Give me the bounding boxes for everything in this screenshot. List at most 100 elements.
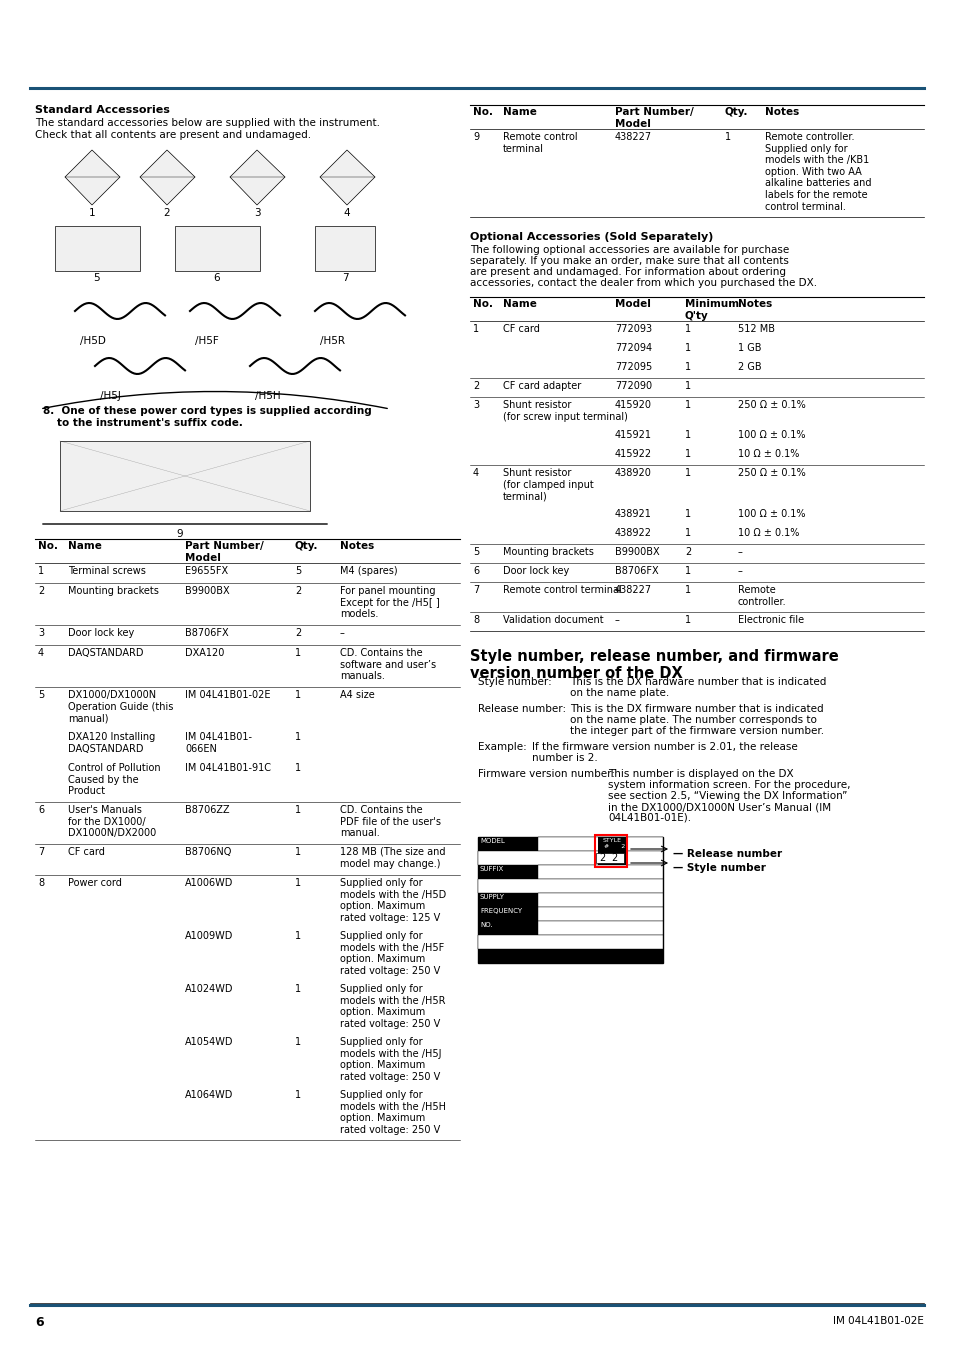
Text: 3: 3 [38,628,44,639]
Text: CF card: CF card [68,846,105,857]
Text: 1: 1 [294,984,301,994]
Text: — Style number: — Style number [672,863,765,873]
Text: 1: 1 [684,431,690,440]
Text: DXA120: DXA120 [185,648,224,657]
Bar [537,921,662,936]
Text: 1: 1 [724,132,730,142]
Text: E9655FX: E9655FX [185,566,228,576]
Text: Optional Accessories (Sold Separately): Optional Accessories (Sold Separately) [470,232,713,242]
Text: 128 MB (The size and
model may change.): 128 MB (The size and model may change.) [339,846,445,868]
Text: 7: 7 [473,585,478,595]
Text: 772093: 772093 [615,324,652,333]
Bar [477,837,662,963]
Text: Notes: Notes [339,541,374,551]
Text: /H5R: /H5R [319,336,345,346]
Text: 1: 1 [684,343,690,352]
Text: 1: 1 [684,450,690,459]
Text: For panel mounting
Except for the /H5[ ]
models.: For panel mounting Except for the /H5[ ]… [339,586,439,620]
Text: 2: 2 [38,586,44,595]
Text: Release number:: Release number: [477,703,565,714]
Text: see section 2.5, “Viewing the DX Information”: see section 2.5, “Viewing the DX Informa… [607,791,846,801]
Polygon shape [319,150,375,205]
Text: DXA120 Installing
DAQSTANDARD: DXA120 Installing DAQSTANDARD [68,732,155,753]
Text: IM 04L41B01-02E: IM 04L41B01-02E [185,690,271,701]
Text: Qty.: Qty. [294,541,318,551]
Bar [477,921,537,936]
Text: CD. Contains the
software and user’s
manuals.: CD. Contains the software and user’s man… [339,648,436,682]
Text: 772095: 772095 [615,362,652,373]
Text: –: – [339,628,345,639]
Text: 1: 1 [684,585,690,595]
Bar [537,837,662,850]
Text: 438921: 438921 [615,509,651,518]
Text: 1: 1 [684,616,690,625]
Text: #      2: # 2 [603,844,624,849]
Bar [314,225,375,271]
Text: 6: 6 [35,1316,44,1328]
Text: 1: 1 [294,805,301,815]
Bar [55,225,140,271]
Text: User's Manuals
for the DX1000/
DX1000N/DX2000: User's Manuals for the DX1000/ DX1000N/D… [68,805,156,838]
Text: Supplied only for
models with the /H5H
option. Maximum
rated voltage: 250 V: Supplied only for models with the /H5H o… [339,1089,446,1135]
Text: Style number:: Style number: [477,676,551,687]
Text: 1: 1 [684,566,690,576]
Text: Notes: Notes [738,298,771,309]
Text: — Release number: — Release number [672,849,781,859]
Text: 1: 1 [294,690,301,701]
Text: 6: 6 [38,805,44,815]
Text: Shunt resistor
(for clamped input
terminal): Shunt resistor (for clamped input termin… [502,468,593,501]
Text: 1: 1 [473,324,478,333]
Text: B8706FX: B8706FX [185,628,229,639]
Text: Supplied only for
models with the /H5F
option. Maximum
rated voltage: 250 V: Supplied only for models with the /H5F o… [339,931,444,976]
Text: 100 Ω ± 0.1%: 100 Ω ± 0.1% [738,509,804,518]
Text: 3: 3 [473,400,478,410]
Text: on the name plate.: on the name plate. [569,688,669,698]
Text: 1: 1 [684,528,690,539]
Text: Remote controller.
Supplied only for
models with the /KB1
option. With two AA
al: Remote controller. Supplied only for mod… [764,132,871,212]
Text: /H5D: /H5D [80,336,106,346]
Text: 1: 1 [684,324,690,333]
Text: 04L41B01-01E).: 04L41B01-01E). [607,813,690,823]
Text: A1009WD: A1009WD [185,931,233,941]
Bar [537,865,662,879]
Text: A1064WD: A1064WD [185,1089,233,1100]
Text: 5: 5 [38,690,44,701]
Text: CF card: CF card [502,324,539,333]
Text: Qty.: Qty. [724,107,748,117]
Text: Remote control terminal: Remote control terminal [502,585,621,595]
Text: Door lock key: Door lock key [68,628,134,639]
Text: Notes: Notes [764,107,799,117]
Text: A1006WD: A1006WD [185,878,233,888]
Text: The standard accessories below are supplied with the instrument.: The standard accessories below are suppl… [35,117,379,128]
Text: No.: No. [473,107,493,117]
Text: Electronic file: Electronic file [738,616,803,625]
Text: 3: 3 [253,208,260,217]
Bar [537,892,662,907]
Text: 1: 1 [294,1037,301,1048]
Text: Minimum
Q'ty: Minimum Q'ty [684,298,739,320]
Text: separately. If you make an order, make sure that all contents: separately. If you make an order, make s… [470,256,788,266]
Text: 8: 8 [38,878,44,888]
Bar [477,850,662,865]
Text: This is the DX firmware number that is indicated: This is the DX firmware number that is i… [569,703,822,714]
Text: Validation document: Validation document [502,616,603,625]
Bar [60,441,310,512]
Text: 8.  One of these power cord types is supplied according: 8. One of these power cord types is supp… [43,406,372,416]
Text: 772090: 772090 [615,381,652,392]
Text: Part Number/
Model: Part Number/ Model [185,541,263,563]
Text: Firmware version number:: Firmware version number: [477,769,615,779]
Text: Name: Name [502,107,537,117]
Text: CD. Contains the
PDF file of the user's
manual.: CD. Contains the PDF file of the user's … [339,805,440,838]
Text: /H5J: /H5J [100,392,121,401]
Bar [537,907,662,921]
Text: IM 04L41B01-
066EN: IM 04L41B01- 066EN [185,732,252,753]
Text: 512 MB: 512 MB [738,324,774,333]
Text: 5: 5 [473,547,478,558]
Text: 438227: 438227 [615,132,652,142]
Text: 1: 1 [294,763,301,774]
Text: SUPPLY: SUPPLY [479,894,504,900]
Text: A1024WD: A1024WD [185,984,233,994]
Text: 415922: 415922 [615,450,652,459]
Text: IM 04L41B01-91C: IM 04L41B01-91C [185,763,271,774]
Text: Supplied only for
models with the /H5D
option. Maximum
rated voltage: 125 V: Supplied only for models with the /H5D o… [339,878,446,923]
